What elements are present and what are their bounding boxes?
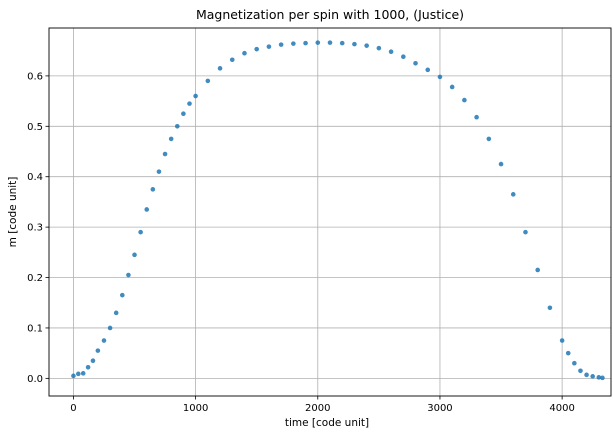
data-point [95, 348, 101, 353]
data-point [156, 169, 162, 174]
data-point [181, 111, 186, 116]
data-point [229, 57, 235, 63]
data-point [578, 368, 583, 374]
data-point [510, 192, 516, 197]
data-point [150, 187, 156, 192]
data-point [303, 40, 308, 46]
y-tick-label: 0.1 [27, 323, 43, 334]
y-tick-label: 0.2 [27, 273, 43, 284]
data-point [535, 267, 540, 273]
plot-area-frame [48, 27, 612, 397]
data-point [174, 124, 180, 129]
data-points [71, 40, 605, 381]
y-axis-label: m [code unit] [7, 177, 19, 248]
data-point [205, 78, 211, 84]
chart-title: Magnetization per spin with 1000, (Justi… [196, 7, 464, 22]
data-point [291, 41, 296, 46]
data-point [572, 360, 577, 366]
data-point [401, 54, 406, 60]
data-point [352, 41, 357, 47]
y-tick-label: 0.5 [27, 122, 43, 133]
data-point [85, 364, 91, 370]
data-point [168, 136, 174, 142]
data-point [315, 40, 321, 45]
y-tick-label: 0.4 [27, 172, 43, 183]
data-point [242, 50, 247, 56]
data-point [388, 49, 394, 54]
grid [49, 28, 611, 396]
data-point [266, 44, 272, 49]
data-point [107, 325, 113, 331]
x-tick-label: 3000 [427, 403, 452, 414]
y-tick-label: 0.3 [27, 223, 43, 234]
data-point [187, 101, 192, 106]
axis-ticks: 0 1000 2000 3000 4000 0.0 0.1 0.2 0.3 0.4 0.5 0.6 [27, 71, 575, 414]
data-point [449, 84, 455, 90]
data-point [498, 161, 504, 167]
data-point [327, 40, 333, 45]
data-point [584, 372, 589, 378]
data-point [596, 375, 602, 380]
y-tick-label: 0.0 [27, 374, 43, 385]
x-axis-label: time [code unit] [285, 417, 369, 429]
data-point [523, 229, 528, 235]
data-point [126, 272, 131, 278]
data-point [217, 66, 223, 71]
data-point [162, 151, 168, 157]
data-point [565, 350, 571, 356]
data-point [590, 374, 595, 379]
data-point [376, 45, 382, 51]
data-point [101, 338, 107, 343]
data-point [413, 60, 418, 66]
data-point [80, 371, 86, 376]
data-point [254, 46, 259, 52]
data-point [559, 338, 565, 343]
data-point [474, 114, 479, 120]
x-tick-label: 4000 [549, 403, 574, 414]
data-point [90, 358, 96, 364]
y-tick-label: 0.6 [27, 71, 43, 82]
data-point [364, 43, 369, 48]
data-point [486, 136, 492, 142]
data-point [547, 305, 553, 311]
data-point [600, 375, 605, 381]
x-tick-label: 1000 [183, 403, 208, 414]
data-point [462, 97, 467, 103]
data-point [138, 229, 143, 235]
data-point [113, 310, 119, 316]
data-point [193, 93, 198, 99]
data-point [71, 373, 76, 379]
x-tick-label: 2000 [305, 403, 330, 414]
data-point [437, 74, 443, 80]
data-point [120, 292, 125, 298]
data-point [278, 42, 284, 47]
data-point [132, 252, 137, 258]
data-point [144, 207, 150, 212]
data-point [339, 40, 345, 46]
x-tick-label: 0 [70, 403, 76, 414]
data-point [76, 371, 81, 377]
data-point [425, 67, 431, 73]
